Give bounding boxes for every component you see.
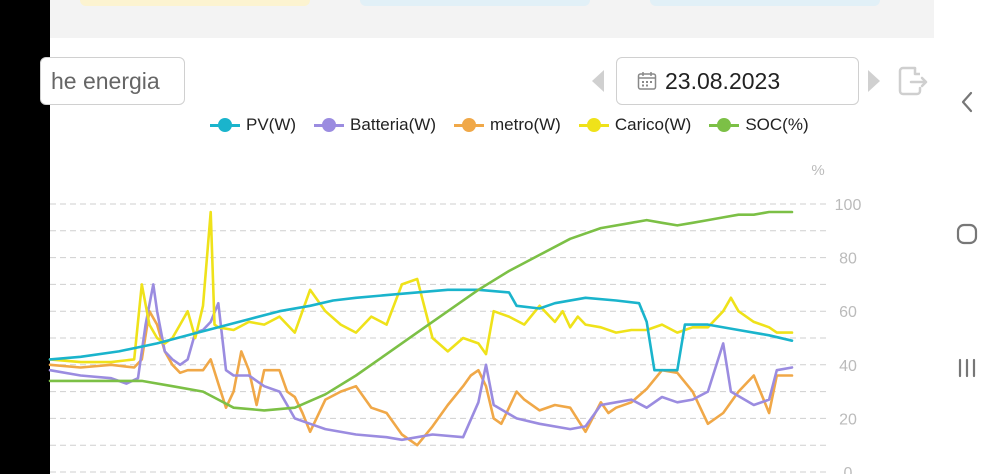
legend-item-battery[interactable]: Batteria(W) [314,115,436,135]
top-tab-glow [360,0,590,6]
right-axis-tick-label: 80 [839,251,857,268]
legend-swatch-pv [210,118,240,132]
right-axis-ticks: 100 80 60 40 20 0 [835,197,862,474]
series-line-soc [48,210,794,412]
legend-label-battery: Batteria(W) [350,115,437,134]
right-axis-unit: % [811,162,824,179]
chart-legend: PV(W) Batteria(W) metro(W) Carico(W) SOC… [210,113,809,137]
legend-label-pv: PV(W) [246,115,297,134]
series-line-load [48,210,794,364]
legend-swatch-meter [454,118,485,132]
series-line-meter [48,309,794,447]
right-axis-tick-label: 0 [844,465,853,474]
android-nav-bar [934,0,1000,474]
chart-series [48,210,794,447]
legend-label-soc: SOC(%) [745,115,809,134]
recents-icon[interactable] [955,356,979,380]
date-picker[interactable]: 23.08.2023 [616,57,859,105]
home-icon[interactable] [955,222,979,246]
top-tab-glow [650,0,880,6]
next-day-icon[interactable] [868,70,880,92]
date-value: 23.08.2023 [665,68,781,94]
right-axis-tick-label: 20 [839,411,857,428]
prev-day-icon[interactable] [592,70,604,92]
export-icon[interactable] [895,64,929,98]
legend-item-soc[interactable]: SOC(%) [709,115,809,135]
legend-item-load[interactable]: Carico(W) [578,115,692,135]
top-header-strip [50,0,934,38]
search-energy-button[interactable]: he energia [40,57,185,105]
legend-label-meter: metro(W) [490,115,561,134]
top-tab-glow [80,0,310,6]
legend-item-pv[interactable]: PV(W) [210,115,296,135]
right-axis-tick-label: 40 [839,358,857,375]
right-axis-tick-label: 60 [839,304,857,321]
search-energy-label: he energia [51,68,160,94]
legend-swatch-battery [314,118,345,132]
series-line-battery [48,283,794,442]
legend-label-load: Carico(W) [614,115,692,134]
legend-item-meter[interactable]: metro(W) [454,115,561,135]
right-axis-tick-label: 100 [835,197,862,214]
legend-swatch-soc [709,118,740,132]
calendar-icon [637,72,657,90]
back-icon[interactable] [958,90,976,114]
series-line-pv [48,288,794,372]
legend-swatch-load [578,118,609,132]
chart-grid [50,203,828,473]
